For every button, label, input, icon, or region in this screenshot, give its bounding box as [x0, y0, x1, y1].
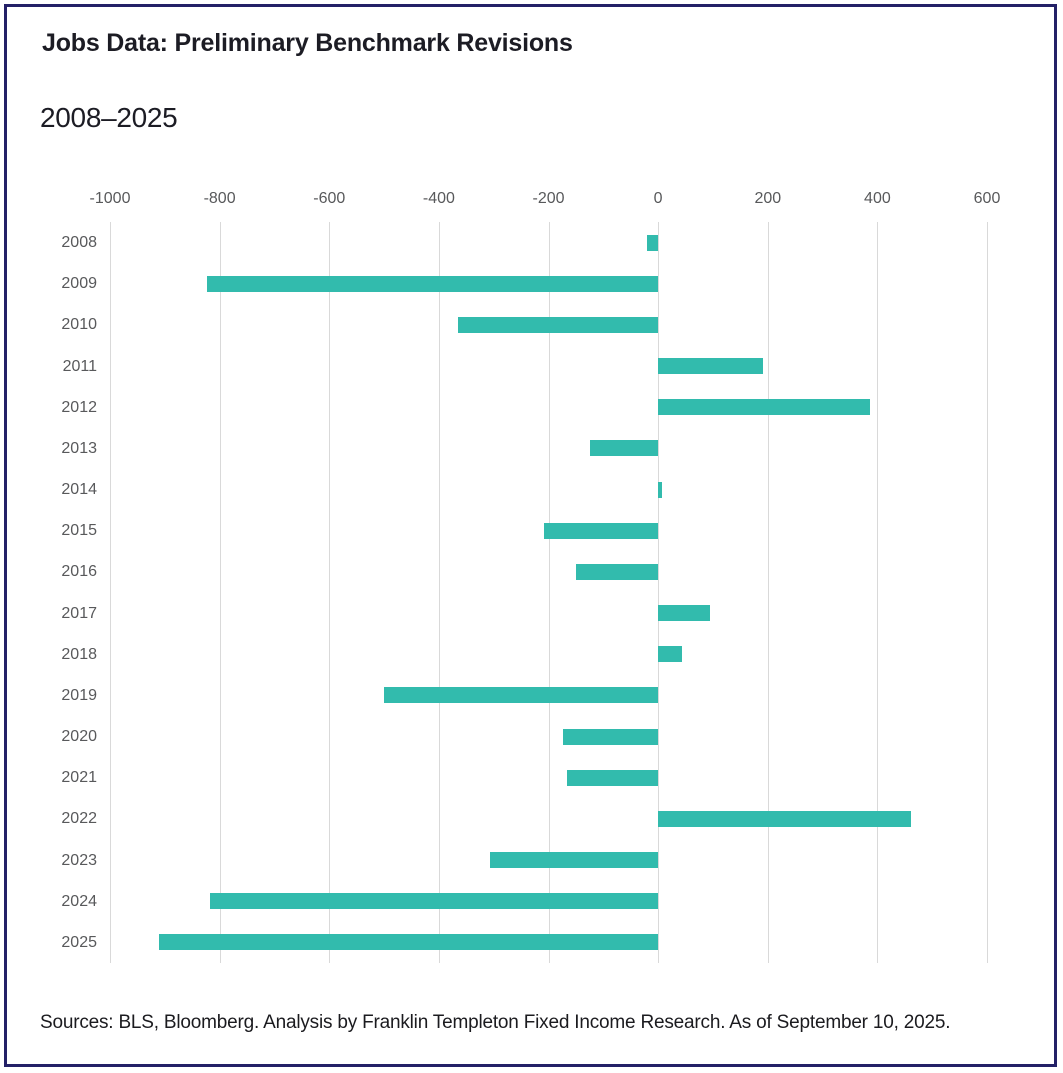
plot-area: [110, 222, 988, 963]
bar-2011: [658, 358, 764, 375]
bar-2009: [206, 275, 659, 292]
bar-2019: [383, 687, 659, 704]
x-axis-tick-label: -400: [422, 190, 455, 207]
x-axis-tick-label: 0: [653, 190, 663, 207]
bar-2014: [658, 481, 662, 498]
page-frame: Jobs Data: Preliminary Benchmark Revisio…: [4, 4, 1057, 1067]
bar-2013: [590, 440, 659, 457]
x-axis-tick-label: -800: [203, 190, 236, 207]
gridline: [329, 222, 331, 963]
year-label: 2011: [62, 357, 97, 375]
year-label: 2020: [61, 728, 97, 745]
year-label: 2024: [61, 892, 97, 910]
year-label: 2015: [61, 522, 97, 540]
bar-2017: [658, 605, 711, 622]
bar-2012: [658, 399, 870, 416]
chart-title: Jobs Data: Preliminary Benchmark Revisio…: [42, 29, 573, 57]
x-axis-tick-label: 400: [864, 190, 891, 207]
bar-2020: [563, 728, 659, 745]
year-label: 2014: [61, 481, 97, 498]
year-label: 2022: [61, 810, 97, 828]
bar-chart: -1000 -800 -600 -400 -200 0 200 400 600 2008 2009…: [7, 7, 1054, 1064]
bar-2023: [490, 852, 659, 869]
bar-2008: [646, 234, 659, 251]
year-label: 2017: [61, 604, 97, 622]
gridline: [877, 222, 879, 963]
year-label: 2018: [61, 645, 97, 663]
year-label: 2009: [61, 275, 97, 293]
year-label: 2013: [61, 439, 97, 457]
year-label: 2008: [61, 234, 97, 251]
gridline: [110, 222, 111, 963]
year-label: 2021: [61, 769, 97, 787]
gridline: [219, 222, 221, 963]
year-label: 2025: [61, 933, 97, 951]
bar-2025: [158, 934, 659, 951]
x-axis-tick-label: -600: [313, 190, 346, 207]
year-label: 2012: [61, 398, 97, 416]
gridline: [658, 222, 660, 963]
y-axis: 2008 2009 2010 2011 2012 2013 2014 2015 2016 2017…: [7, 222, 97, 963]
gridline: [548, 222, 550, 963]
chart-subtitle: 2008–2025: [40, 102, 178, 133]
bar-2018: [658, 646, 682, 663]
bar-2010: [457, 316, 659, 333]
bar-2016: [575, 563, 659, 580]
year-label: 2023: [61, 851, 97, 869]
x-axis-tick-label: 600: [973, 190, 1001, 207]
x-axis-tick-label: -200: [532, 190, 565, 207]
year-label: 2019: [61, 686, 97, 704]
gridline: [438, 222, 440, 963]
bar-2021: [567, 769, 659, 786]
bar-2015: [544, 522, 659, 539]
x-axis: -1000 -800 -600 -400 -200 0 200 400 600: [90, 190, 1001, 210]
bar-2022: [658, 810, 912, 827]
x-axis-tick-label: 200: [754, 190, 782, 207]
bar-2024: [209, 893, 659, 910]
x-axis-tick-label: -1000: [89, 190, 131, 207]
gridline: [767, 222, 769, 963]
source-note: Sources: BLS, Bloomberg. Analysis by Fra…: [40, 1012, 951, 1033]
year-label: 2016: [61, 563, 97, 581]
gridline: [987, 222, 988, 963]
year-label: 2010: [61, 316, 97, 334]
